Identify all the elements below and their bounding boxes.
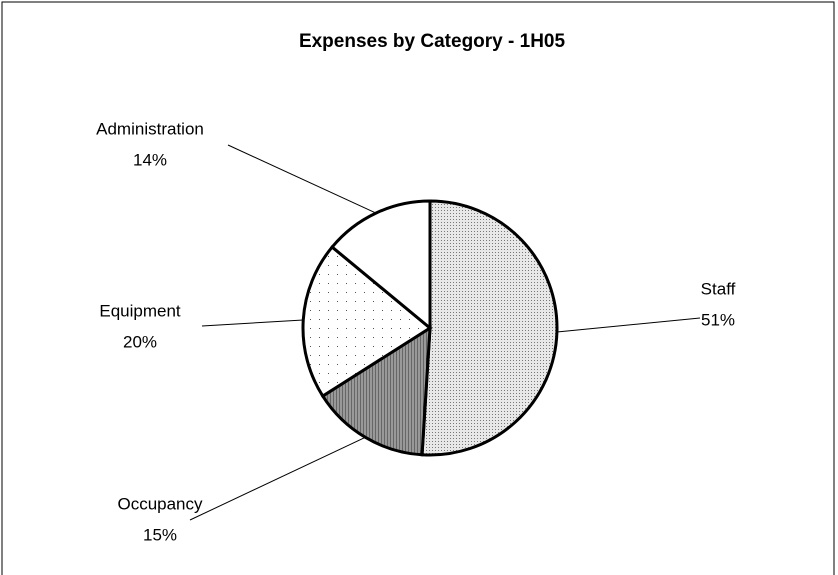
slice-value-label: 51% (701, 310, 735, 329)
slice-label: Administration (96, 119, 204, 138)
pie-slice (301, 244, 433, 399)
slice-value-label: 14% (133, 150, 167, 169)
leader-line (556, 317, 701, 333)
chart-title: Expenses by Category - 1H05 (299, 31, 566, 52)
slice-label: Equipment (99, 301, 181, 320)
leader-line (189, 436, 366, 521)
leader-line (227, 144, 377, 214)
slice-label: Occupancy (117, 494, 203, 513)
slice-value-label: 15% (143, 525, 177, 544)
leader-line (201, 319, 304, 327)
pie-slice (330, 199, 432, 332)
slice-label: Staff (701, 279, 736, 298)
slice-value-label: 20% (123, 332, 157, 351)
pie-slice (320, 325, 432, 457)
